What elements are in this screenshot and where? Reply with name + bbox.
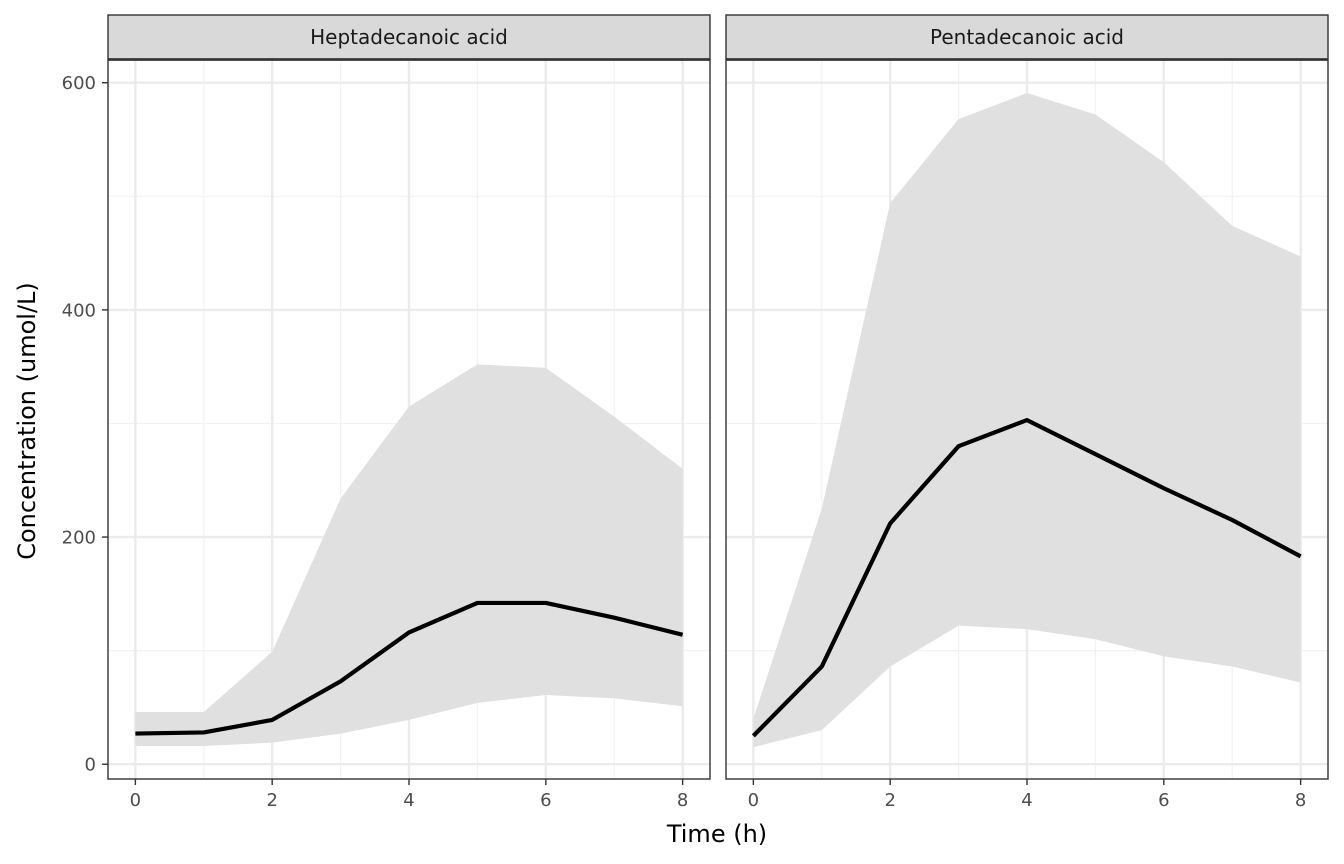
y-tick-label: 0 xyxy=(85,755,96,776)
y-tick-label: 400 xyxy=(62,300,96,321)
facet-panels: Heptadecanoic acid 0 2 4 6 8 0 200 400 600 Pentade… xyxy=(62,14,1329,811)
y-tick-label: 200 xyxy=(62,528,96,549)
x-tick-label: 0 xyxy=(748,790,759,811)
x-tick-label: 6 xyxy=(1158,790,1169,811)
facet-panel: Pentadecanoic acid 0 2 4 6 8 xyxy=(725,14,1329,811)
facet-panel: Heptadecanoic acid 0 2 4 6 8 0 200 400 600 xyxy=(62,14,711,811)
x-tick-label: 4 xyxy=(403,790,414,811)
median-line xyxy=(751,417,1302,738)
facet-strip-label: Pentadecanoic acid xyxy=(930,25,1124,49)
y-tick-label: 600 xyxy=(62,73,96,94)
x-tick-label: 2 xyxy=(884,790,895,811)
x-tick-label: 8 xyxy=(1295,790,1306,811)
facet-strip-label: Heptadecanoic acid xyxy=(310,25,508,49)
x-tick-label: 0 xyxy=(130,790,141,811)
facet-strip xyxy=(107,14,711,60)
y-axis-title: Concentration (umol/L) xyxy=(13,282,41,560)
x-tick-label: 2 xyxy=(266,790,277,811)
facet-strip xyxy=(725,14,1329,60)
x-axis-title: Time (h) xyxy=(666,820,767,848)
median-line xyxy=(135,600,684,736)
x-tick-label: 6 xyxy=(540,790,551,811)
confidence-ribbon xyxy=(135,364,683,747)
x-tick-label: 4 xyxy=(1021,790,1032,811)
x-tick-label: 8 xyxy=(677,790,688,811)
